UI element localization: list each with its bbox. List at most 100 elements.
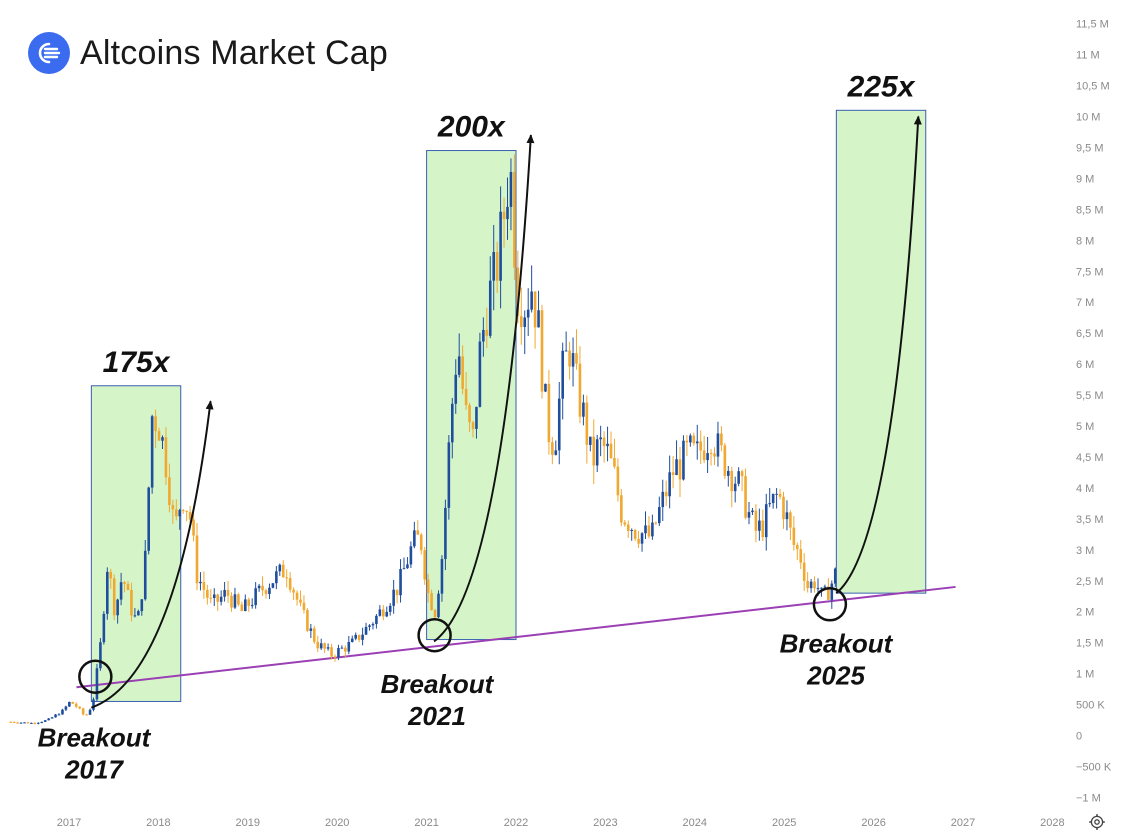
candle-body [330, 647, 333, 657]
candle-body [664, 491, 668, 497]
candle-body [437, 593, 440, 618]
candle-body [292, 589, 295, 593]
x-tick-label: 2020 [325, 817, 349, 829]
multiplier-label-3: 225x [847, 70, 916, 103]
candle-body [833, 568, 837, 584]
candle-body [275, 571, 278, 584]
candle-body [678, 459, 682, 480]
candle-body [302, 602, 306, 610]
candle-body [575, 353, 578, 364]
candle-body [295, 592, 299, 600]
candle-body [530, 291, 533, 310]
candle-body [140, 599, 144, 612]
candle-body [85, 714, 88, 716]
candle-body [385, 611, 389, 617]
candle-body [126, 583, 130, 590]
y-tick-label: −1 M [1076, 792, 1101, 804]
breakout-circle-2 [417, 617, 452, 653]
candle-body [326, 647, 330, 649]
candle-body [482, 329, 485, 342]
candle-body [730, 470, 734, 492]
projection-arrow-3 [835, 115, 922, 594]
candle-body [402, 568, 406, 570]
candle-body [81, 708, 85, 715]
candle-body [285, 577, 288, 579]
breakout-label-2-line2: 2021 [407, 701, 466, 731]
support-trendline [76, 585, 956, 689]
y-tick-label: 7 M [1076, 297, 1094, 309]
candle-body [468, 405, 471, 423]
candle-body [95, 668, 99, 700]
candle-body [616, 466, 620, 496]
candle-body [426, 579, 430, 594]
candle-body [409, 546, 413, 565]
candle-body [106, 571, 109, 614]
candle-body [513, 171, 516, 268]
candle-body [199, 581, 202, 584]
candle-body [185, 510, 188, 512]
y-tick-label: 3 M [1076, 545, 1094, 557]
candle-body [423, 550, 426, 580]
candle-body [364, 626, 368, 635]
candle-body [192, 519, 195, 536]
candle-body [668, 472, 671, 497]
y-tick-label: 2 M [1076, 607, 1094, 619]
candle-body [478, 341, 482, 407]
candle-body [551, 442, 554, 455]
candle-body [816, 588, 820, 590]
candle-body [271, 583, 275, 588]
candle-body [709, 453, 713, 455]
candle-body [609, 443, 613, 458]
y-tick-label: 1 M [1076, 669, 1094, 681]
candle-body [216, 594, 219, 602]
candle-body [675, 459, 678, 476]
candle-body [754, 510, 758, 531]
candle-body [764, 504, 768, 538]
y-tick-label: 6 M [1076, 359, 1094, 371]
candle-body [792, 527, 796, 545]
candle-body [740, 471, 744, 477]
candle-body [375, 615, 378, 625]
candle-body [306, 609, 309, 631]
candle-body [399, 569, 402, 596]
candle-body [88, 709, 92, 715]
settings-gear-icon[interactable] [1089, 814, 1105, 830]
x-tick-label: 2028 [1040, 817, 1064, 829]
breakout-circle-1 [78, 659, 113, 694]
candle-body [78, 706, 81, 709]
y-tick-label: 0 [1076, 731, 1082, 743]
candle-body [692, 435, 696, 444]
candle-body [789, 512, 792, 528]
candle-body [371, 624, 375, 626]
candle-body [509, 171, 513, 207]
candle-body [147, 487, 150, 551]
candle-body [123, 582, 126, 584]
candle-body [33, 722, 37, 724]
candle-body [347, 641, 351, 652]
candle-body [16, 722, 19, 724]
candle-body [43, 720, 47, 722]
candle-body [644, 525, 647, 534]
candle-body [357, 634, 361, 640]
y-tick-label: 8,5 M [1076, 204, 1104, 216]
candle-body [181, 510, 185, 512]
candle-body [475, 406, 478, 429]
breakout-label-3-line1: Breakout [780, 628, 894, 658]
candle-body [250, 605, 254, 607]
candle-body [523, 317, 527, 327]
candle-body [602, 437, 606, 447]
candle-body [582, 402, 585, 417]
projection-arrow-1 [91, 400, 214, 709]
x-tick-label: 2024 [683, 817, 707, 829]
candle-body [288, 578, 292, 590]
candle-body [761, 520, 765, 538]
candle-body [333, 656, 337, 658]
x-tick-label: 2019 [236, 817, 260, 829]
candle-body [520, 316, 523, 327]
candle-body [143, 550, 147, 600]
candle-body [74, 703, 78, 707]
y-tick-label: 5 M [1076, 421, 1094, 433]
candle-body [112, 578, 116, 616]
candle-body [768, 503, 771, 505]
candle-body [561, 350, 564, 399]
